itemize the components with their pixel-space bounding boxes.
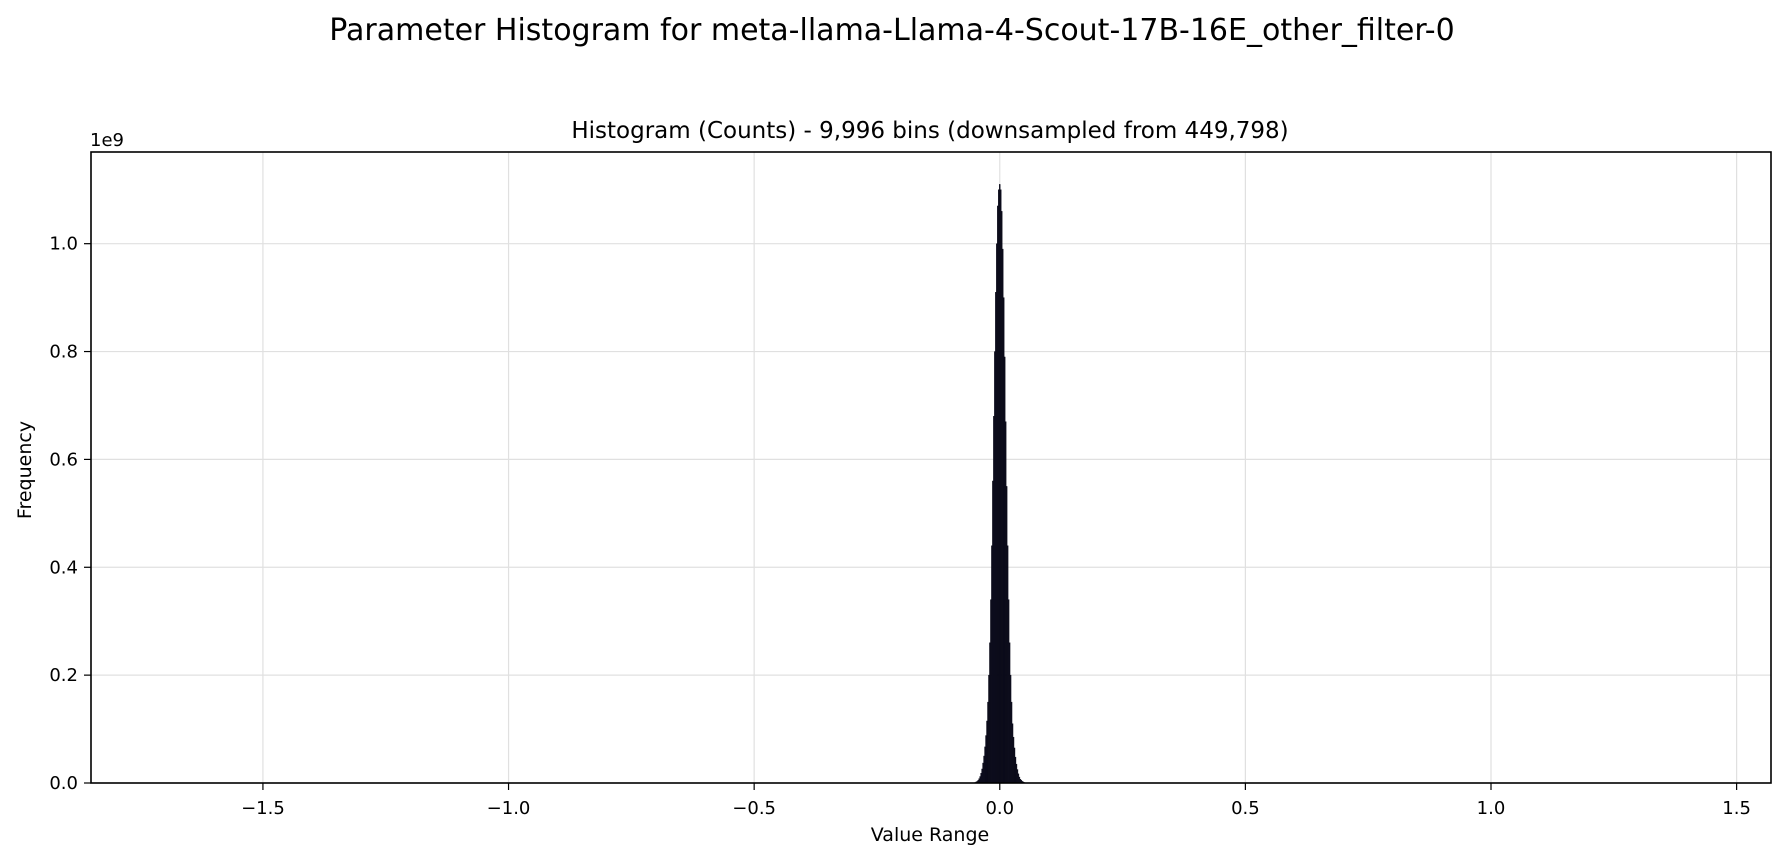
y-tick-label: 0.2: [49, 665, 78, 686]
x-tick-label: 0.5: [1231, 798, 1260, 819]
y-tick-label: 0.0: [49, 773, 78, 794]
figure-suptitle: Parameter Histogram for meta-llama-Llama…: [329, 13, 1454, 48]
plot-frame: [90, 151, 1772, 784]
y-tick-label: 0.4: [49, 557, 78, 578]
x-tick-label: −1.0: [487, 798, 531, 819]
x-tick-label: 1.5: [1722, 798, 1751, 819]
x-tick-label: 0.0: [985, 798, 1014, 819]
grid-lines: [91, 152, 1771, 784]
x-axis-label: Value Range: [871, 824, 989, 846]
y-axis-label: Frequency: [14, 421, 36, 519]
chart-title: Histogram (Counts) - 9,996 bins (downsam…: [571, 118, 1288, 144]
x-tick-label: −0.5: [732, 798, 776, 819]
histogram-bars: [974, 184, 1026, 784]
y-offset-label: 1e9: [90, 130, 124, 151]
x-tick-label: 1.0: [1477, 798, 1506, 819]
y-tick-label: 0.8: [49, 342, 78, 363]
y-tick-label: 0.6: [49, 449, 78, 470]
x-tick-label: −1.5: [241, 798, 285, 819]
y-tick-label: 1.0: [49, 234, 78, 255]
axis-ticks: −1.5 −1.0 −0.5 0.0 0.5 1.0 1.5 0.0 0.2 0.4 0.6 0.8 1…: [49, 234, 1751, 819]
